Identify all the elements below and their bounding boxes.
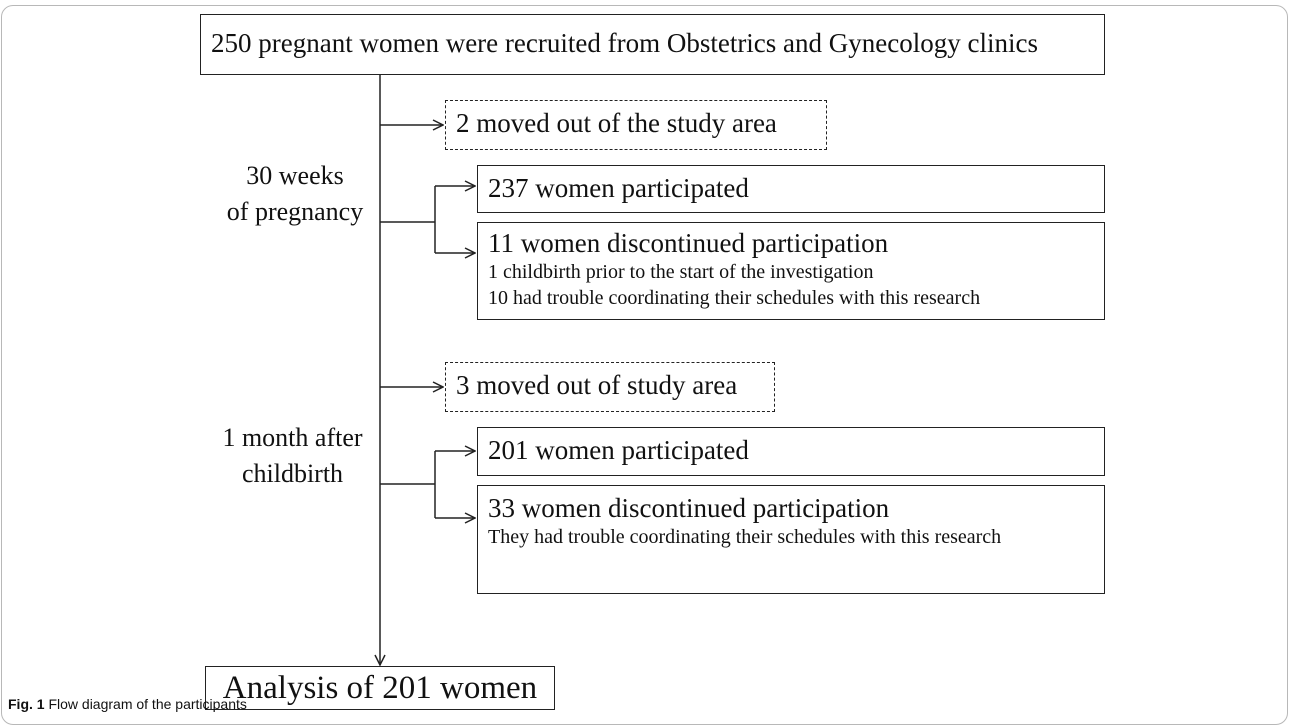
stage-label: 1 month after childbirth xyxy=(205,420,380,492)
stage-line: 30 weeks xyxy=(246,161,344,190)
stage-label: 30 weeks of pregnancy xyxy=(215,158,375,230)
node: 237 women participated xyxy=(477,165,1105,213)
node-label: 33 women discontinued participation xyxy=(488,493,890,523)
node: 33 women discontinued participation They… xyxy=(477,485,1105,594)
node-label: 3 moved out of study area xyxy=(456,370,738,400)
node: 2 moved out of the study area xyxy=(445,100,827,150)
node-label: 2 moved out of the study area xyxy=(456,108,777,138)
caption-text: Flow diagram of the participants xyxy=(48,696,247,712)
node: 250 pregnant women were recruited from O… xyxy=(200,14,1105,75)
node: Analysis of 201 women xyxy=(205,666,555,710)
node-label: 201 women participated xyxy=(488,435,749,465)
node: 3 moved out of study area xyxy=(445,362,775,412)
node-detail: 1 childbirth prior to the start of the i… xyxy=(488,261,874,283)
node-detail: 10 had trouble coordinating their schedu… xyxy=(488,287,981,309)
node-label: Analysis of 201 women xyxy=(222,670,538,706)
node-label: 250 pregnant women were recruited from O… xyxy=(211,28,1038,58)
caption: Fig. 1 Flow diagram of the participants xyxy=(8,696,247,712)
stage-line: of pregnancy xyxy=(226,197,364,226)
node-detail: They had trouble coordinating their sche… xyxy=(488,526,1002,548)
node: 201 women participated xyxy=(477,427,1105,476)
node: 11 women discontinued participation 1 ch… xyxy=(477,222,1105,320)
stage-line: 1 month after xyxy=(222,423,363,452)
node-label: 237 women participated xyxy=(488,173,749,203)
node-label: 11 women discontinued participation xyxy=(488,228,889,258)
stage-line: childbirth xyxy=(241,459,344,488)
caption-label: Fig. 1 xyxy=(8,696,45,712)
